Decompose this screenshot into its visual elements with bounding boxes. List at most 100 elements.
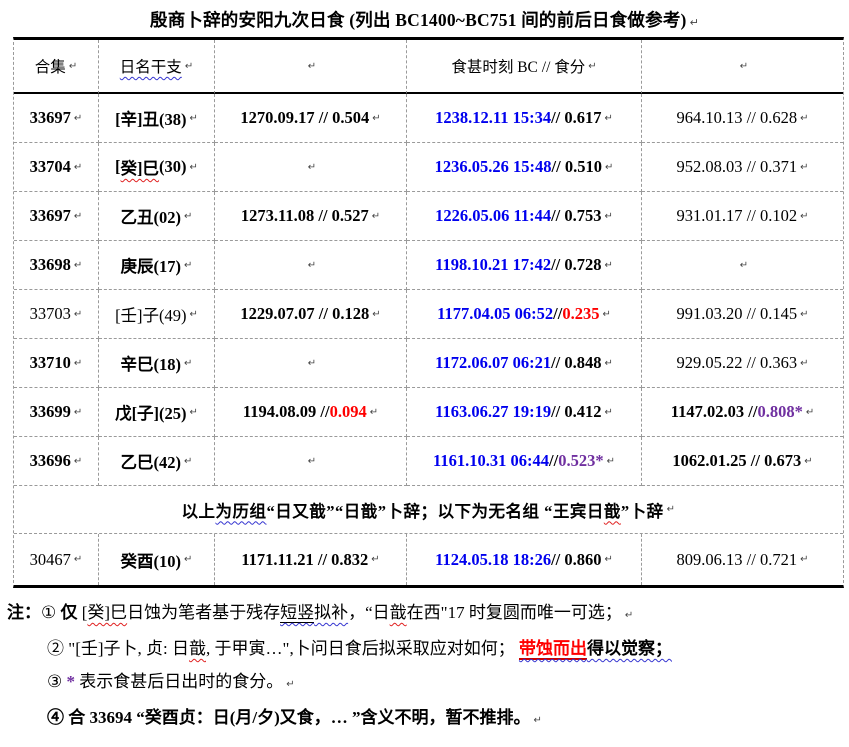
paragraph-mark-icon: ↵	[602, 308, 611, 320]
paragraph-mark-icon: ↵	[588, 60, 597, 72]
table-cell: 1171.11.21 // 0.832 ↵	[215, 534, 407, 585]
table-cell: 33697 ↵	[14, 192, 99, 241]
table-cell: ↵	[215, 437, 407, 486]
table-cell: 1236.05.26 15:48// 0.510 ↵	[407, 143, 642, 192]
text-segment: 乙巳(42)	[120, 453, 182, 472]
text-segment: 得以觉察；	[586, 639, 672, 658]
paragraph-mark-icon: ↵	[307, 357, 317, 369]
table-cell: 1238.12.11 15:34// 0.617 ↵	[407, 94, 642, 143]
paragraph-mark-icon: ↵	[604, 554, 613, 565]
text-segment: 30467	[29, 549, 71, 569]
text-segment: 1270.09.17 // 0.504	[240, 108, 370, 127]
divider-cell: 以上 为历组 “日又戠”“日戠”卜辞；以下为无名组 “王宾日戠 ”卜辞 ↵	[14, 486, 843, 534]
text-segment: 33703	[29, 304, 71, 323]
paragraph-mark-icon: ↵	[804, 455, 813, 467]
table-cell: 33703 ↵	[14, 290, 99, 339]
text-segment: 戠	[389, 603, 407, 622]
paragraph-mark-icon: ↵	[800, 161, 809, 173]
text-segment: //	[549, 451, 559, 470]
text-segment: 1238.12.11 15:34	[435, 108, 552, 127]
table-cell: ↵	[215, 143, 407, 192]
paragraph-mark-icon: ↵	[286, 679, 295, 690]
table-cell: 庚辰(17) ↵	[99, 241, 215, 290]
paragraph-mark-icon: ↵	[606, 455, 615, 467]
text-segment: 食甚时刻 BC // 食分	[451, 59, 586, 76]
text-segment: 带蚀而出	[518, 639, 587, 660]
text-segment: ②	[47, 639, 69, 658]
paragraph-mark-icon: ↵	[372, 308, 381, 320]
table-cell: [壬]子(49) ↵	[99, 290, 215, 339]
table-cell: 辛巳(18) ↵	[99, 339, 215, 388]
table-cell: 戊[子](25) ↵	[99, 388, 215, 437]
paragraph-mark-icon: ↵	[73, 259, 83, 271]
paragraph-mark-icon: ↵	[800, 308, 809, 320]
paragraph-mark-icon: ↵	[800, 210, 809, 222]
text-segment: // 0.860	[551, 549, 602, 569]
table-cell: 929.05.22 // 0.363 ↵	[642, 339, 843, 388]
paragraph-mark-icon: ↵	[68, 60, 78, 72]
table-cell: 964.10.13 // 0.628 ↵	[642, 94, 843, 143]
table-cell: 1062.01.25 // 0.673 ↵	[642, 437, 843, 486]
text-segment: 合集	[34, 59, 66, 76]
paragraph-mark-icon: ↵	[604, 406, 613, 418]
text-segment: ④ 合 33694 “癸酉贞：日(月/夕)又食，… ”含义不明，暂不推排。	[47, 708, 531, 727]
paragraph-mark-icon: ↵	[533, 715, 542, 726]
paragraph-mark-icon: ↵	[604, 259, 613, 271]
table-row: 33697 ↵ 乙丑(02) ↵ 1273.11.08 // 0.527 ↵ 1226.05…	[14, 192, 843, 241]
table-row: 33704 ↵[癸]巳 (30) ↵ ↵ 1236.05.26 15:48// 0.510…	[14, 143, 843, 192]
table-cell: 1270.09.17 // 0.504 ↵	[215, 94, 407, 143]
text-segment: 991.03.20 // 0.145	[676, 304, 798, 323]
text-segment: 1062.01.25 // 0.673	[672, 451, 802, 470]
text-segment: //	[553, 304, 563, 323]
text-segment: 1229.07.07 // 0.128	[240, 304, 370, 323]
text-segment: 表示食甚后日出时的食分。	[79, 672, 284, 691]
text-segment: 庚辰(17)	[120, 257, 182, 276]
table-cell: ↵	[215, 339, 407, 388]
table-cell: 33710 ↵	[14, 339, 99, 388]
paragraph-mark-icon: ↵	[184, 357, 193, 369]
table-cell: 1226.05.06 11:44// 0.753 ↵	[407, 192, 642, 241]
text-segment: 33698	[29, 255, 71, 274]
text-segment: 33696	[29, 451, 71, 470]
table-cell: 1163.06.27 19:19// 0.412 ↵	[407, 388, 642, 437]
text-segment: 以上	[181, 501, 216, 521]
table-row: 33696 ↵ 乙巳(42) ↵ ↵ 1161.10.31 06:44// 0.523* ↵…	[14, 437, 843, 486]
text-segment: 1161.10.31 06:44	[433, 451, 550, 470]
text-segment: 戠	[189, 639, 206, 658]
text-segment: // 0.617	[551, 108, 602, 127]
text-segment: 注：	[7, 603, 41, 622]
text-segment: ，“日	[348, 603, 390, 622]
text-segment: 1273.11.08 // 0.527	[240, 206, 369, 225]
table-cell: 1177.04.05 06:52// 0.235 ↵	[407, 290, 642, 339]
text-segment: [	[115, 157, 121, 176]
table-cell: 癸酉(10) ↵	[99, 534, 215, 585]
header-cell: 食甚时刻 BC // 食分 ↵	[407, 40, 642, 94]
text-segment: 1163.06.27 19:19	[435, 402, 552, 421]
text-segment: 929.05.22 // 0.363	[676, 353, 798, 372]
paragraph-mark-icon: ↵	[73, 406, 83, 418]
paragraph-mark-icon: ↵	[805, 406, 815, 418]
paragraph-mark-icon: ↵	[689, 16, 699, 29]
text-segment: 戊[子](25)	[115, 404, 187, 423]
paragraph-mark-icon: ↵	[604, 112, 613, 124]
text-segment: 33697	[29, 108, 71, 127]
text-segment: 809.06.13 // 0.721	[676, 549, 798, 569]
text-segment: 952.08.03 // 0.371	[676, 157, 798, 176]
paragraph-mark-icon: ↵	[604, 161, 614, 173]
text-segment: 1124.05.18 18:26	[435, 549, 552, 569]
table-cell: 991.03.20 // 0.145 ↵	[642, 290, 843, 339]
text-segment: 0.808*	[757, 402, 803, 421]
table-cell: 乙巳(42) ↵	[99, 437, 215, 486]
text-segment: 931.01.17 // 0.102	[676, 206, 798, 225]
table-cell: 1194.08.09 // 0.094 ↵	[215, 388, 407, 437]
notes: 注：① 仅 [癸]巳日蚀为笔者基于残存短竖拟补，“日戠在西"17 时复圆而唯一可…	[7, 600, 845, 733]
paragraph-mark-icon: ↵	[184, 210, 193, 222]
table-cell: 33698 ↵	[14, 241, 99, 290]
paragraph-mark-icon: ↵	[800, 554, 809, 565]
table-cell: 30467 ↵	[14, 534, 99, 585]
title-text: 殷商卜辞的安阳九次日食 (列出 BC1400~BC751 间的前后日食做参考)	[150, 10, 687, 30]
paragraph-mark-icon: ↵	[739, 60, 749, 72]
paragraph-mark-icon: ↵	[73, 308, 83, 320]
text-segment: 33697	[29, 206, 71, 225]
